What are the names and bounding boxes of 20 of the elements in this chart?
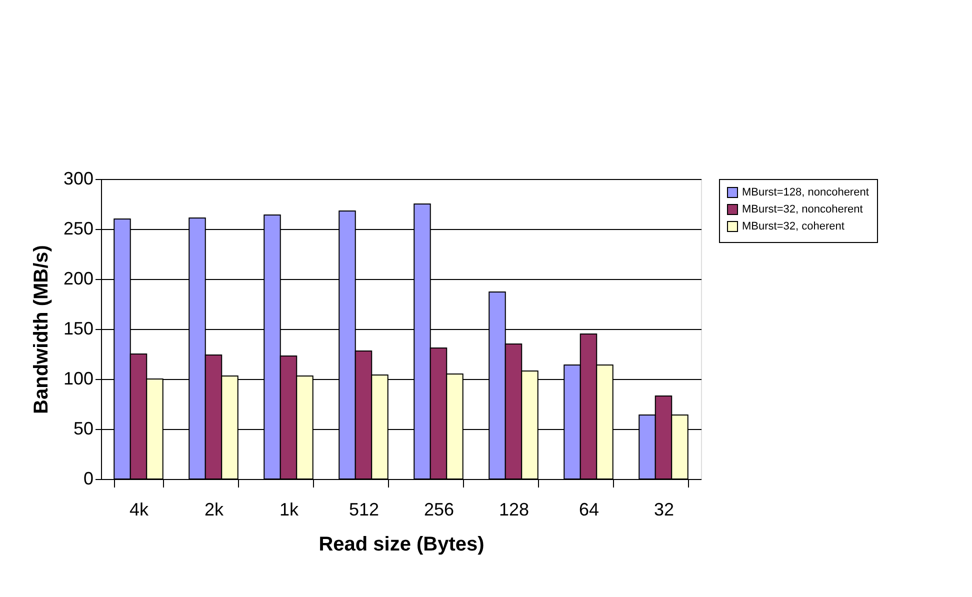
- x-axis-title: Read size (Bytes): [318, 534, 484, 556]
- x-tick-label: 1k: [279, 500, 300, 520]
- y-tick-label: 200: [63, 268, 94, 288]
- y-tick-label: 150: [63, 318, 94, 338]
- y-tick-label: 250: [63, 218, 94, 238]
- legend-label: MBurst=32, coherent: [742, 220, 844, 232]
- y-tick-label: 300: [63, 168, 94, 188]
- x-tick-label: 128: [498, 500, 530, 520]
- legend-label: MBurst=128, noncoherent: [742, 186, 869, 198]
- x-tick-label: 256: [424, 500, 454, 520]
- y-tick-label: 50: [73, 418, 94, 438]
- x-tick-label: 32: [654, 500, 674, 520]
- legend-label: MBurst=32, noncoherent: [742, 204, 863, 216]
- x-tick-label: 64: [578, 500, 600, 520]
- y-axis-title: Bandwidth (MB/s): [30, 245, 52, 414]
- x-tick-label: 512: [348, 500, 380, 520]
- x-tick-label: 4k: [129, 500, 150, 520]
- y-tick-label: 0: [83, 468, 94, 488]
- x-tick-label: 2k: [204, 500, 225, 520]
- y-tick-label: 100: [63, 368, 94, 388]
